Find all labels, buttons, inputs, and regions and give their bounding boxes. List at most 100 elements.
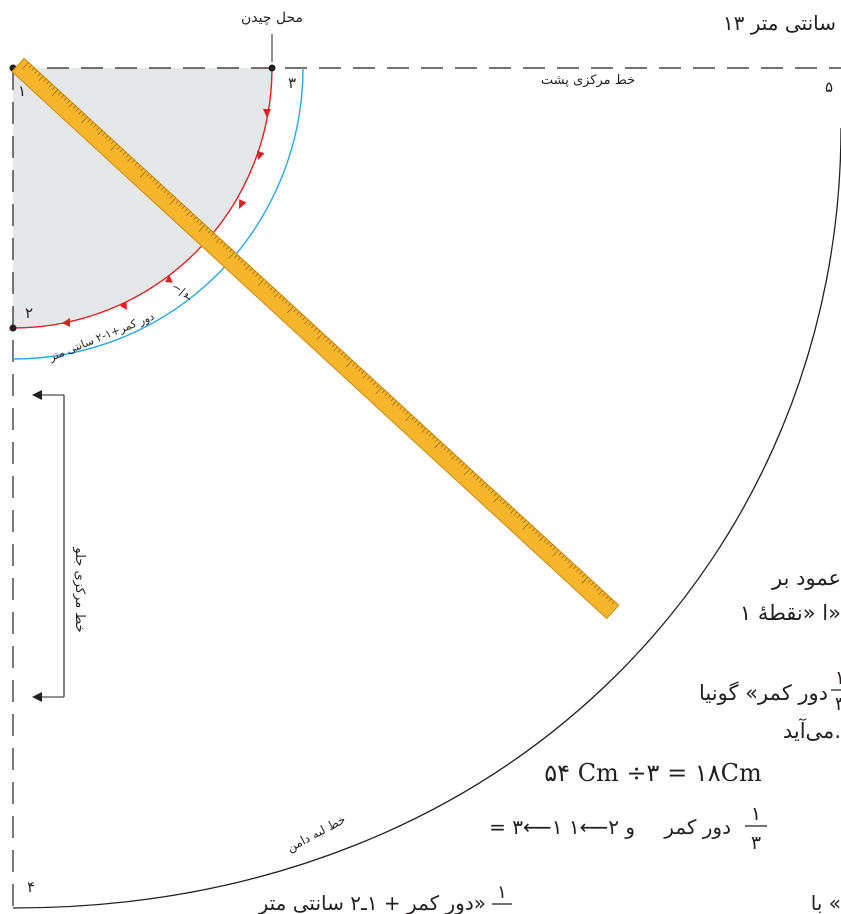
ruler-tick — [579, 571, 583, 575]
ruler-tick — [222, 243, 227, 247]
ruler-tick — [392, 400, 397, 406]
ruler-tick — [520, 517, 524, 521]
ruler-tick — [396, 403, 400, 407]
front-center-bracket — [32, 390, 65, 702]
ruler-tick — [375, 387, 383, 395]
ruler-tick — [102, 132, 106, 136]
text-line-3: دور کمر» گونیا — [699, 681, 828, 705]
ruler-tick — [463, 468, 471, 476]
ruler-tick — [352, 362, 356, 367]
ruler-tick — [66, 100, 70, 104]
ruler-tick — [140, 167, 144, 172]
ruler-tick — [269, 286, 274, 291]
ruler-tick — [281, 297, 285, 302]
ruler-tick — [343, 354, 347, 358]
ruler-tick — [215, 238, 221, 244]
ruler-tick — [264, 281, 268, 285]
ruler-tick — [608, 598, 612, 602]
ruler-tick — [537, 533, 542, 537]
ruler-tick — [81, 116, 88, 124]
eq-fraction: ۱ ۳ — [745, 803, 767, 854]
last-line-post: دور کمر + ۱ـ۲ سانتی متر» — [258, 891, 486, 914]
ruler-tick — [72, 105, 76, 109]
ruler-tick — [431, 435, 436, 440]
ruler-tick — [198, 224, 206, 232]
back-center-line-label: خط مرکزی پشت — [541, 73, 635, 88]
ruler-tick — [573, 565, 577, 570]
ruler-tick — [552, 549, 559, 557]
ruler-tick — [75, 108, 79, 112]
ruler-tick — [564, 557, 568, 562]
ruler-tick — [581, 576, 589, 584]
ruler-tick — [31, 67, 35, 71]
ruler-tick — [449, 452, 453, 456]
ruler-tick — [299, 314, 303, 318]
ruler-tick — [63, 97, 68, 101]
ruler-tick — [237, 257, 241, 261]
ruler-tick — [152, 178, 156, 183]
ruler-tick — [593, 584, 597, 589]
ruler-tick — [502, 500, 506, 505]
ruler-tick — [479, 479, 483, 483]
ruler-tick — [358, 368, 362, 372]
ruler-tick — [134, 162, 138, 166]
ruler-tick — [480, 481, 486, 487]
point-3-label: ۳ — [288, 74, 296, 92]
ruler-tick — [255, 273, 259, 277]
ruler-tick — [257, 278, 265, 286]
waist-arc-fraction: ۱ ۳ — [170, 281, 195, 303]
svg-text:۱: ۱ — [751, 803, 761, 825]
ruler-tick — [166, 192, 171, 196]
ruler-tick — [417, 422, 421, 426]
ruler-tick — [125, 154, 129, 158]
eq-left: دور کمر — [663, 815, 731, 839]
ruler-tick — [602, 592, 606, 597]
ruler-tick — [161, 186, 165, 191]
ruler-tick — [552, 546, 556, 551]
ruler-tick — [399, 406, 403, 410]
ruler-tick — [421, 427, 427, 433]
ruler-tick — [411, 416, 415, 421]
ruler-tick — [175, 200, 179, 204]
ruler-tick — [28, 64, 32, 69]
ruler-tick — [476, 476, 480, 480]
ruler-tick — [451, 454, 456, 460]
hem-arc — [12, 127, 841, 909]
ruler-tick — [567, 560, 571, 564]
ruler-tick — [190, 213, 194, 218]
ruler-tick — [361, 370, 365, 375]
ruler-tick — [611, 601, 615, 605]
ruler-tick — [96, 127, 100, 131]
ruler-tick — [267, 284, 271, 288]
ruler-tick — [390, 397, 394, 402]
ruler-tick — [405, 411, 409, 415]
ruler-tick — [49, 83, 53, 88]
ruler-tick — [243, 262, 247, 266]
instruction-text: عمود بر ا «نقطهٔ ۱» ۱ ۳ دور کمر» گونیا م… — [258, 566, 841, 914]
ruler-tick — [137, 165, 141, 169]
waist-area — [13, 68, 272, 328]
ruler-tick — [303, 319, 309, 325]
waist-allowance-arc — [12, 67, 304, 360]
ruler-tick — [184, 208, 188, 212]
ruler-tick — [539, 536, 544, 541]
ruler-tick — [561, 554, 565, 559]
ruler-tick — [43, 78, 47, 82]
ruler-tick — [146, 173, 150, 177]
ruler-tick — [596, 587, 600, 591]
ruler-tick — [402, 408, 406, 413]
ruler-tick — [517, 514, 521, 518]
ruler-tick — [52, 86, 56, 90]
ruler-tick — [127, 156, 132, 162]
svg-text:۱: ۱ — [497, 882, 507, 903]
point-4-label: ۴ — [27, 878, 35, 896]
ruler-tick — [131, 159, 135, 164]
ruler-tick — [284, 300, 288, 304]
ruler-tick — [434, 438, 438, 442]
ruler-tick — [316, 332, 324, 341]
ruler-tick — [484, 484, 489, 488]
ruler-tick — [249, 268, 253, 272]
ruler-tick — [196, 219, 200, 223]
ruler-tick — [598, 590, 603, 596]
